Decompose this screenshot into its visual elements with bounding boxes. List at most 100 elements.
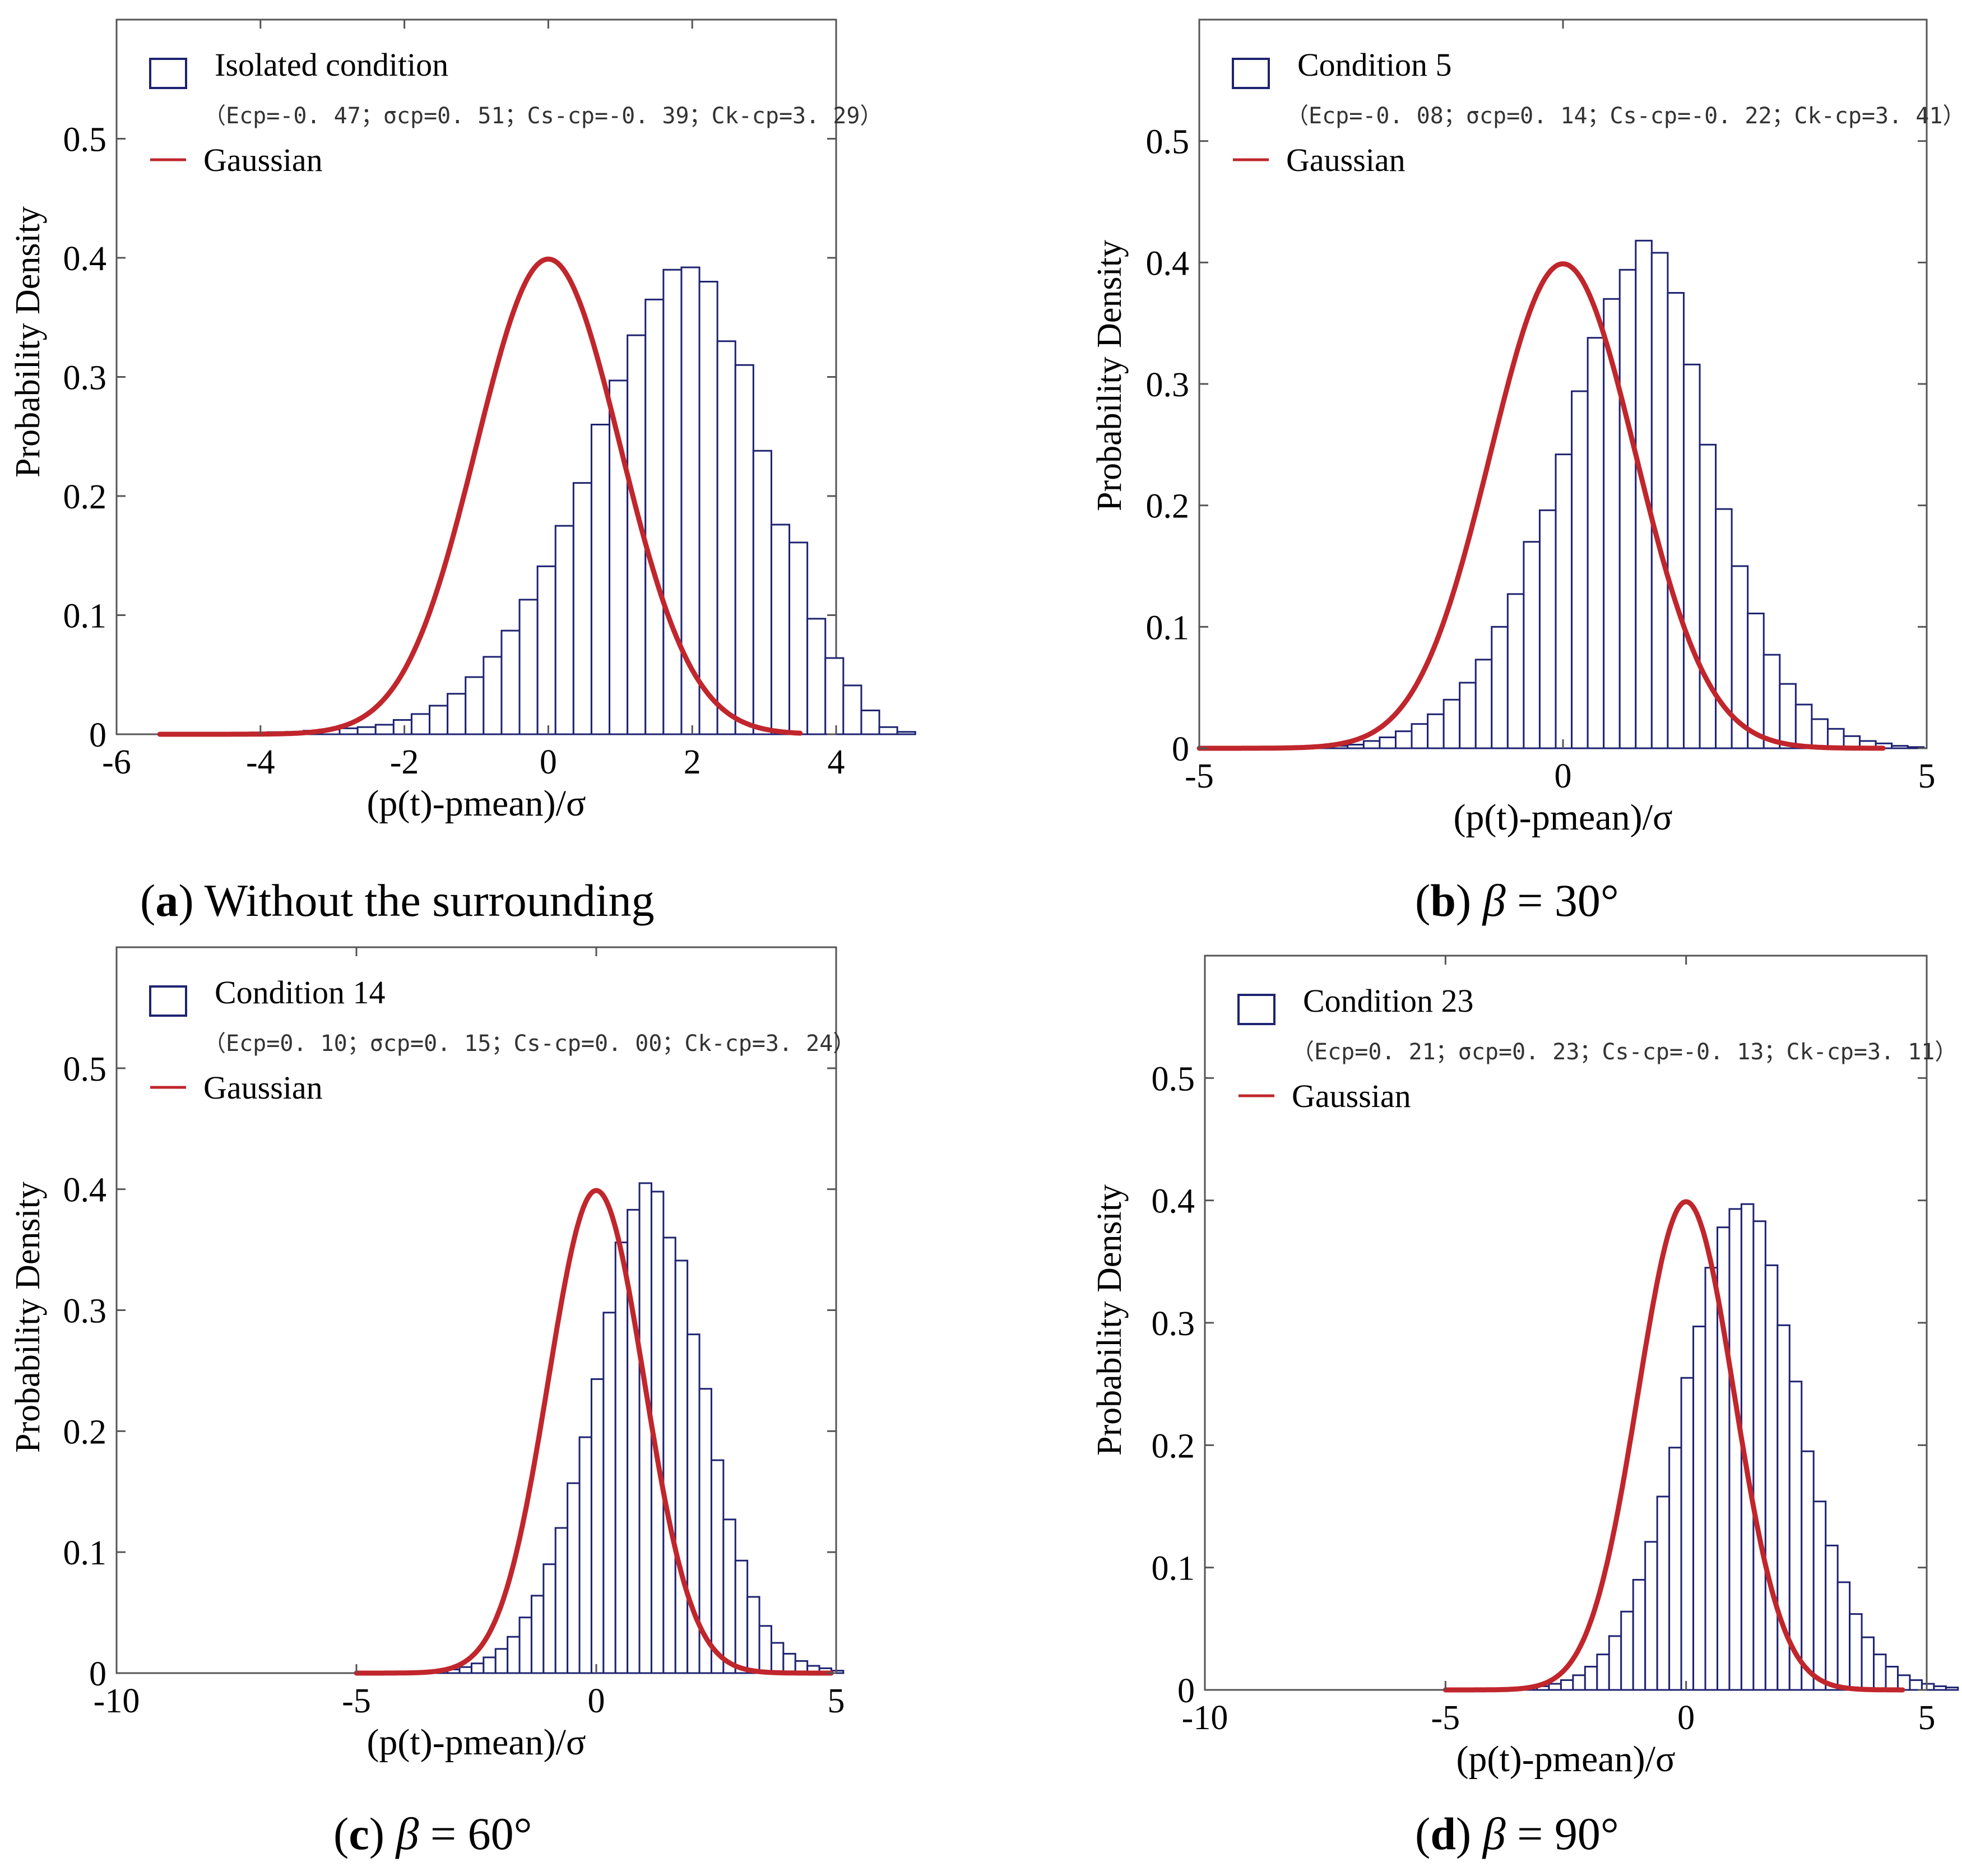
histogram-bar	[1728, 1208, 1742, 1691]
histogram-bar	[602, 1312, 616, 1674]
histogram-bar	[1596, 1653, 1610, 1691]
histogram-bar	[530, 1595, 545, 1674]
histogram-bar	[1618, 268, 1637, 749]
y-tick-label: 0.1	[63, 597, 107, 636]
histogram-bar	[896, 731, 916, 735]
axis-ticks: 0 0.1 0.2 0.3 0.4 0.5 -10 -5 0 5	[63, 947, 845, 1720]
histogram-bar	[644, 298, 665, 735]
histogram-bar	[1801, 1450, 1815, 1691]
y-tick-label: 0.4	[1146, 244, 1190, 282]
gaussian-curve	[354, 1188, 834, 1676]
histogram-bar	[1692, 1326, 1706, 1691]
legend-stats: （Ecp=0. 10；σcp=0. 15；Cs-cp=0. 00；Ck-cp=3…	[203, 1031, 855, 1057]
histogram-bar	[1560, 1679, 1574, 1691]
histogram-bar	[1836, 1581, 1851, 1691]
histogram-bar	[1812, 1500, 1827, 1691]
histogram-bar	[1620, 1610, 1634, 1691]
legend-gaussian-label: Gaussian	[1286, 142, 1406, 178]
histogram-bar	[1584, 1666, 1598, 1691]
x-tick-label: 5	[1918, 757, 1936, 795]
histogram-bar	[1752, 1220, 1766, 1691]
x-axis-label: (p(t)-pmean)/σ	[1453, 797, 1672, 838]
histogram-bar	[1667, 292, 1685, 749]
x-tick-label: -4	[246, 743, 275, 781]
histogram-bar	[662, 1236, 676, 1674]
histogram-bar	[860, 710, 880, 735]
legend-gaussian-label: Gaussian	[203, 142, 323, 178]
histogram-bar	[1704, 1267, 1718, 1691]
legend-title: Condition 5	[1297, 47, 1452, 83]
histogram-bar	[1650, 252, 1669, 749]
histogram-bars	[423, 1182, 845, 1674]
x-tick-label: -6	[102, 743, 131, 781]
histogram-bar	[1538, 509, 1557, 749]
x-tick-label: 5	[1918, 1699, 1936, 1737]
histogram-bar	[1885, 1666, 1899, 1691]
histogram-bars	[159, 266, 916, 735]
caption-d: (d) β = 90°	[1415, 1808, 1619, 1859]
histogram-bar	[1945, 1687, 1959, 1691]
histogram-bar	[842, 684, 862, 735]
histogram-bar	[500, 629, 521, 735]
legend-stats: （Ecp=0. 21；σcp=0. 23；Cs-cp=-0. 13；Ck-cp=…	[1292, 1039, 1957, 1065]
x-tick-label: -5	[342, 1682, 371, 1720]
histogram-bar	[1656, 1495, 1671, 1691]
histogram-bar	[1825, 1544, 1839, 1691]
y-tick-label: 0.3	[63, 359, 107, 397]
axis-ticks: 0 0.1 0.2 0.3 0.4 0.5 -10 -5 0 5	[1152, 956, 1936, 1737]
histogram-bar	[1362, 740, 1381, 749]
histogram-swatch	[1237, 994, 1275, 1025]
histogram-bar	[614, 1242, 629, 1674]
legend-stats: （Ecp=-0. 08；σcp=0. 14；Cs-cp=-0. 22；Ck-cp…	[1286, 103, 1962, 129]
gaussian-curve	[1442, 1199, 1905, 1693]
histogram-swatch	[149, 58, 187, 89]
x-axis-label: (p(t)-pmean)/σ	[1456, 1739, 1675, 1780]
y-tick-label: 0.3	[1152, 1305, 1195, 1343]
legend-gaussian-label: Gaussian	[203, 1069, 323, 1106]
histogram-bar	[429, 705, 449, 735]
histogram-bar	[1909, 1679, 1923, 1691]
histogram-bar	[518, 1616, 532, 1674]
histogram-bar	[590, 1378, 605, 1674]
chart-panel-d: 0 0.1 0.2 0.3 0.4 0.5 -10 -5 0 5 Probability Densi…	[1091, 955, 1959, 1780]
histogram-bar	[806, 618, 827, 735]
histogram-bar	[752, 450, 772, 735]
histogram-bar	[1474, 659, 1493, 749]
histogram-bar	[674, 1259, 689, 1674]
histogram-bar	[1762, 654, 1781, 749]
histogram-bar	[1811, 718, 1829, 749]
chart-panel-c: 0 0.1 0.2 0.3 0.4 0.5 -10 -5 0 5 Probability Densi…	[9, 946, 855, 1763]
y-tick-label: 0	[1172, 730, 1189, 768]
histogram-bar	[1572, 1674, 1586, 1691]
histogram-bar	[1644, 1541, 1658, 1691]
histogram-bar	[878, 726, 898, 735]
legend: Isolated condition （Ecp=-0. 47；σcp=0. 51；…	[149, 47, 882, 178]
histogram-bar	[1668, 1447, 1682, 1691]
histogram-bar	[1608, 1635, 1622, 1691]
histogram-bar	[1933, 1685, 1947, 1691]
legend-title: Condition 14	[215, 974, 386, 1011]
histogram-bar	[746, 1596, 760, 1674]
histogram-bar	[698, 281, 718, 735]
caption-b: (b) β = 30°	[1415, 875, 1619, 926]
histogram-bar	[447, 693, 467, 735]
histogram-bar	[734, 1559, 749, 1674]
x-tick-label: 0	[1555, 757, 1572, 795]
histogram-bar	[1699, 443, 1717, 749]
histogram-bar	[1347, 744, 1365, 749]
histogram-bar	[1873, 1653, 1887, 1691]
histogram-bar	[716, 340, 736, 735]
y-tick-label: 0.2	[1146, 488, 1190, 526]
histogram-bar	[567, 1482, 581, 1674]
histogram-bar	[770, 1642, 785, 1674]
x-tick-label: 4	[828, 743, 845, 781]
x-tick-label: -5	[1185, 757, 1214, 795]
histogram-bar	[1921, 1683, 1935, 1691]
legend-title: Condition 23	[1303, 983, 1474, 1019]
histogram-bar	[1632, 1579, 1646, 1691]
x-axis-label: (p(t)-pmean)/σ	[367, 783, 586, 824]
y-tick-label: 0	[89, 716, 106, 754]
legend-stats: （Ecp=-0. 47；σcp=0. 51；Cs-cp=-0. 39；Ck-cp…	[203, 103, 882, 129]
